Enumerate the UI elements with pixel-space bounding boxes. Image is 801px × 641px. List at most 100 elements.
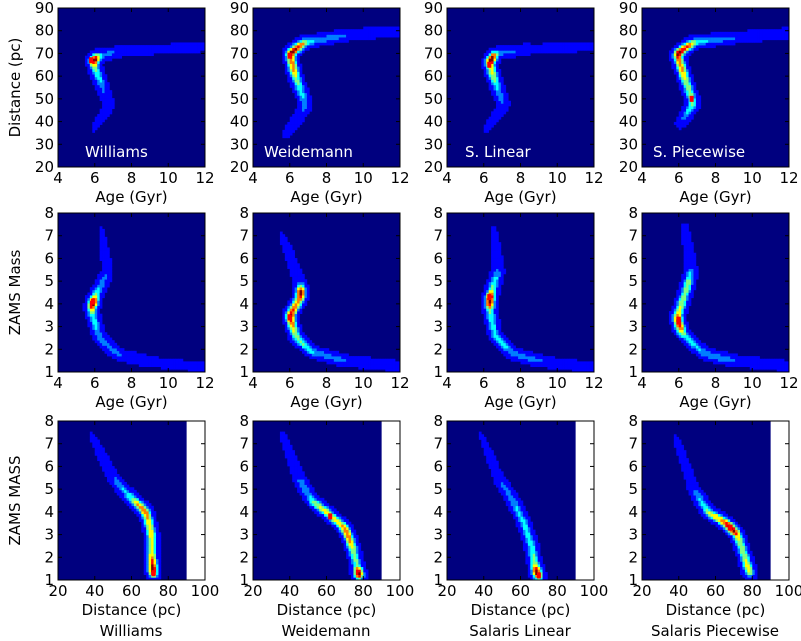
heatmap-cell: [695, 342, 699, 346]
heatmap-cell: [496, 71, 499, 75]
heatmap-cell: [567, 358, 570, 362]
heatmap-cell: [302, 489, 305, 493]
heatmap-cell: [173, 45, 176, 49]
heatmap-cell: [89, 305, 93, 309]
heatmap-cell: [292, 468, 295, 472]
heatmap-cell: [500, 47, 504, 51]
heatmap-cell: [503, 98, 507, 102]
heatmap-cell: [151, 548, 154, 552]
heatmap-cell: [151, 566, 154, 570]
heatmap-cell: [576, 369, 580, 373]
heatmap-cell: [138, 519, 142, 522]
heatmap-cell: [559, 364, 563, 367]
x-tick-label: 8: [711, 374, 721, 392]
heatmap-cell: [671, 311, 675, 314]
heatmap-cell: [351, 529, 354, 533]
heatmap-cell: [491, 63, 494, 67]
heatmap-cell: [287, 71, 291, 75]
heatmap-cell: [742, 566, 746, 570]
heatmap-cell: [686, 223, 689, 227]
heatmap-cell: [678, 326, 682, 330]
heatmap-cell: [496, 66, 499, 70]
heatmap-cell: [742, 561, 746, 565]
heatmap-cell: [493, 114, 497, 117]
heatmap-cell: [549, 42, 553, 46]
heatmap-cell: [316, 42, 320, 46]
heatmap-cell: [513, 505, 516, 509]
heatmap-cell: [109, 90, 113, 94]
heatmap-cell: [527, 556, 531, 560]
heatmap-cell: [525, 545, 529, 549]
heatmap-cell: [299, 119, 303, 123]
panel-label: Williams: [85, 143, 148, 161]
heatmap-cell: [703, 34, 706, 38]
heatmap-cell: [99, 326, 103, 330]
heatmap-cell: [304, 108, 308, 112]
heatmap-cell: [99, 231, 103, 235]
heatmap-cell: [390, 364, 393, 367]
heatmap-cell: [764, 358, 768, 362]
heatmap-cell: [299, 329, 303, 333]
heatmap-cell: [491, 332, 494, 336]
heatmap-cell: [774, 31, 778, 35]
heatmap-cell: [540, 572, 543, 575]
heatmap-cell: [510, 350, 514, 354]
heatmap-cell: [133, 489, 137, 493]
heatmap-cell: [710, 34, 714, 38]
heatmap-cell: [749, 572, 753, 575]
heatmap-cell: [104, 452, 108, 456]
heatmap-cell: [703, 350, 706, 354]
heatmap-cell: [309, 353, 313, 357]
heatmap-cell: [309, 348, 313, 352]
heatmap-cell: [522, 350, 526, 354]
heatmap-cell: [99, 242, 103, 246]
heatmap-cell: [302, 297, 305, 301]
heatmap-cell: [102, 239, 105, 243]
heatmap-cell: [505, 356, 509, 360]
heatmap-cell: [695, 348, 699, 352]
heatmap-cell: [713, 37, 716, 41]
heatmap-cell: [178, 42, 181, 46]
heatmap-cell: [693, 47, 697, 51]
heatmap-cell: [102, 345, 105, 349]
heatmap-cell: [102, 271, 105, 275]
heatmap-cell: [535, 542, 538, 546]
heatmap-cell: [170, 364, 174, 367]
y-tick-label: 80: [424, 22, 443, 40]
heatmap-cell: [92, 58, 96, 62]
heatmap-cell: [102, 289, 105, 293]
heatmap-cell: [505, 479, 509, 483]
heatmap-cell: [505, 95, 509, 99]
heatmap-cell: [491, 82, 494, 86]
heatmap-cell: [498, 55, 502, 59]
heatmap-cell: [292, 76, 295, 80]
heatmap-cell: [757, 366, 760, 370]
y-tick-label: 4: [44, 503, 54, 521]
heatmap-cell: [493, 324, 497, 328]
heatmap-cell: [683, 316, 687, 320]
heatmap-cell: [353, 556, 357, 560]
heatmap-cell: [771, 361, 775, 365]
heatmap-cell: [109, 279, 113, 283]
heatmap-cell: [380, 358, 384, 362]
heatmap-cell: [747, 31, 751, 35]
heatmap-cell: [766, 31, 770, 35]
heatmap-cell: [762, 29, 765, 33]
heatmap-cell: [99, 55, 103, 59]
heatmap-cell: [143, 508, 147, 512]
heatmap-cell: [491, 121, 494, 125]
heatmap-cell: [143, 356, 147, 360]
heatmap-cell: [691, 287, 694, 291]
heatmap-cell: [304, 92, 308, 96]
heatmap-cell: [496, 287, 499, 291]
heatmap-cell: [781, 364, 785, 367]
heatmap-cell: [557, 47, 560, 51]
heatmap-cell: [111, 350, 115, 354]
heatmap-cell: [496, 84, 499, 88]
heatmap-cell: [488, 116, 492, 120]
heatmap-cell: [314, 345, 317, 349]
heatmap-cell: [341, 358, 344, 362]
heatmap-cell: [129, 356, 132, 360]
heatmap-cell: [178, 364, 181, 367]
